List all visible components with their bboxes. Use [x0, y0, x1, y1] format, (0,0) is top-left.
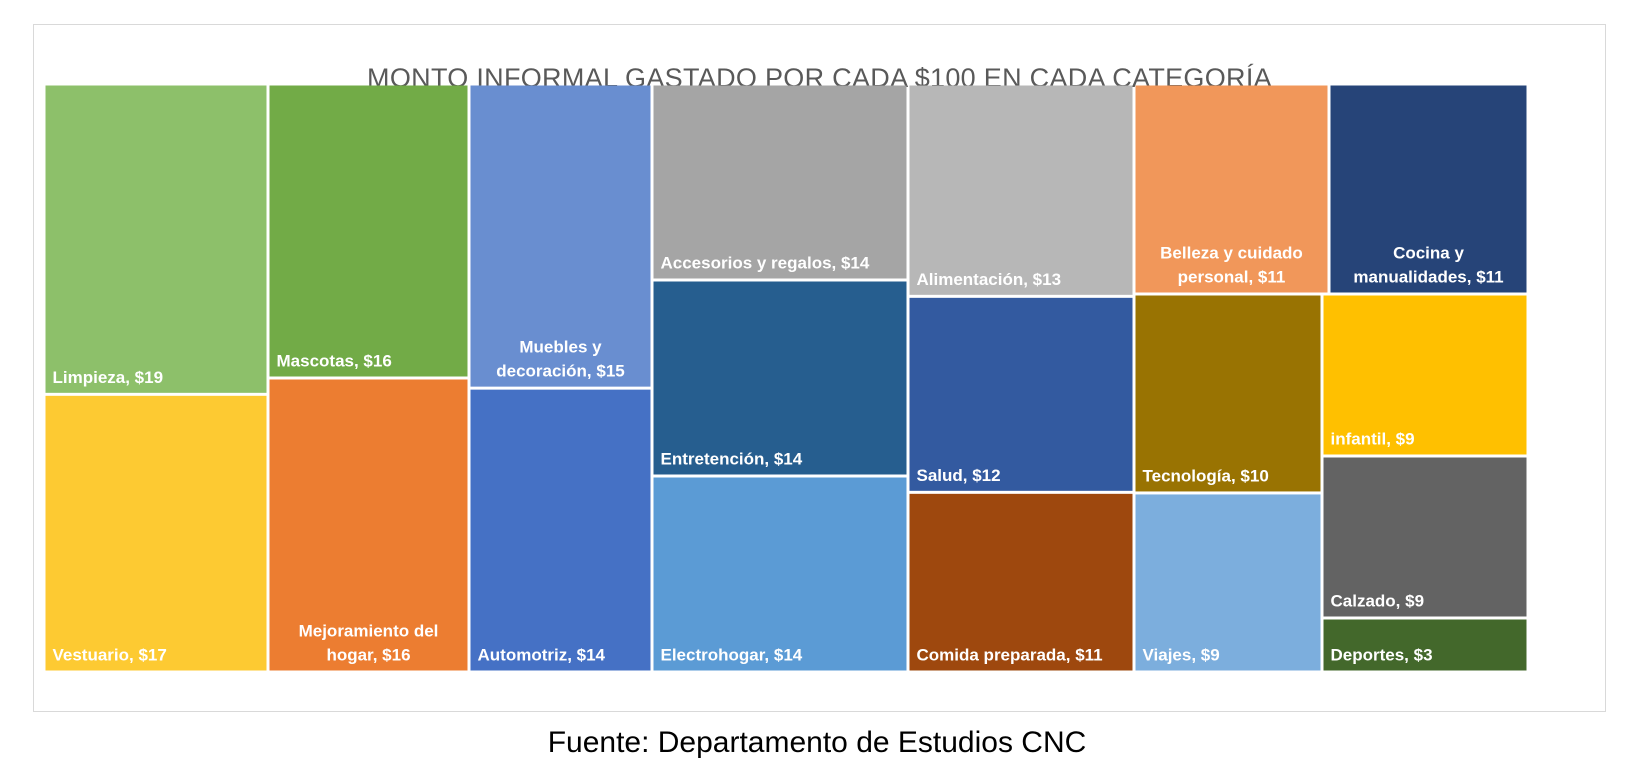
treemap-label-mejoramiento-del-hogar: Mejoramiento del hogar, $16: [299, 622, 439, 665]
treemap-cell-cocina-y-manualidades: Cocina y manualidades, $11: [1330, 85, 1527, 293]
treemap-cell-belleza-y-cuidado-personal: Belleza y cuidado personal, $11: [1135, 85, 1328, 293]
treemap-label-alimentacion: Alimentación, $13: [917, 270, 1062, 289]
treemap-cell-infantil: infantil, $9: [1323, 295, 1527, 455]
treemap-cell-entretencion: Entretención, $14: [653, 281, 907, 475]
treemap-label-belleza-y-cuidado-personal: Belleza y cuidado personal, $11: [1160, 244, 1303, 287]
treemap-label-salud: Salud, $12: [917, 466, 1001, 485]
treemap-rect-comida-preparada: [909, 493, 1133, 671]
treemap-label-entretencion: Entretención, $14: [661, 450, 803, 469]
treemap-rect-calzado: [1323, 457, 1527, 617]
treemap-rect-accesorios-y-regalos: [653, 85, 907, 279]
source-note: Fuente: Departamento de Estudios CNC: [547, 726, 1087, 759]
treemap-rect-vestuario: [45, 395, 267, 671]
treemap-cell-accesorios-y-regalos: Accesorios y regalos, $14: [653, 85, 907, 279]
treemap-rect-deportes: [1323, 619, 1527, 671]
treemap-cell-electrohogar: Electrohogar, $14: [653, 477, 907, 671]
treemap-label-muebles-y-decoracion: Muebles y decoración, $15: [496, 338, 625, 381]
treemap-label-infantil: infantil, $9: [1331, 430, 1415, 449]
treemap-rect-cocina-y-manualidades: [1330, 85, 1527, 293]
treemap-label-calzado: Calzado, $9: [1331, 592, 1425, 611]
treemap-cell-vestuario: Vestuario, $17: [45, 395, 267, 671]
treemap-label-automotriz: Automotriz, $14: [478, 646, 606, 665]
treemap-label-accesorios-y-regalos: Accesorios y regalos, $14: [661, 254, 870, 273]
treemap-cell-mejoramiento-del-hogar: Mejoramiento del hogar, $16: [269, 379, 468, 671]
treemap-cell-tecnologia: Tecnología, $10: [1135, 295, 1321, 492]
treemap-cell-alimentacion: Alimentación, $13: [909, 85, 1133, 295]
treemap-rect-automotriz: [470, 389, 651, 671]
treemap-rect-alimentacion: [909, 85, 1133, 295]
treemap-label-vestuario: Vestuario, $17: [53, 646, 167, 665]
treemap-cell-salud: Salud, $12: [909, 297, 1133, 491]
treemap-cell-automotriz: Automotriz, $14: [470, 389, 651, 671]
treemap-label-tecnologia: Tecnología, $10: [1143, 466, 1269, 485]
treemap-rect-muebles-y-decoracion: [470, 85, 651, 387]
treemap-label-mascotas: Mascotas, $16: [277, 352, 392, 371]
treemap-rect-belleza-y-cuidado-personal: [1135, 85, 1328, 293]
treemap-rect-infantil: [1323, 295, 1527, 455]
treemap-rect-limpieza: [45, 85, 267, 393]
treemap-label-cocina-y-manualidades: Cocina y manualidades, $11: [1353, 244, 1503, 287]
treemap-cell-limpieza: Limpieza, $19: [45, 85, 267, 393]
treemap-label-limpieza: Limpieza, $19: [53, 368, 164, 387]
treemap-label-comida-preparada: Comida preparada, $11: [917, 646, 1103, 665]
treemap-label-deportes: Deportes, $3: [1331, 646, 1433, 665]
treemap-cell-deportes: Deportes, $3: [1323, 619, 1527, 671]
treemap-cell-comida-preparada: Comida preparada, $11: [909, 493, 1133, 671]
treemap-rect-mascotas: [269, 85, 468, 377]
treemap-rect-electrohogar: [653, 477, 907, 671]
treemap-rect-tecnologia: [1135, 295, 1321, 492]
treemap-cell-calzado: Calzado, $9: [1323, 457, 1527, 617]
treemap-cell-muebles-y-decoracion: Muebles y decoración, $15: [470, 85, 651, 387]
treemap-label-electrohogar: Electrohogar, $14: [661, 646, 803, 665]
treemap-cell-mascotas: Mascotas, $16: [269, 85, 468, 377]
treemap-rect-entretencion: [653, 281, 907, 475]
treemap-rect-mejoramiento-del-hogar: [269, 379, 468, 671]
treemap-rect-viajes: [1135, 494, 1321, 671]
treemap-rect-salud: [909, 297, 1133, 491]
treemap-cell-viajes: Viajes, $9: [1135, 494, 1321, 671]
treemap-label-viajes: Viajes, $9: [1143, 646, 1220, 665]
